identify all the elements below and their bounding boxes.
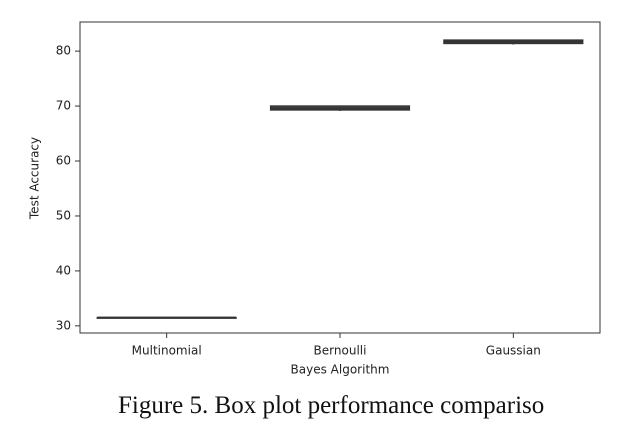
x-axis-label: Bayes Algorithm [291, 363, 390, 377]
x-tick-label: Multinomial [132, 344, 202, 358]
chart: Bayes Algorithm Test Accuracy 30 40 50 60 70… [28, 21, 601, 377]
y-tick-label: 50 [56, 208, 71, 222]
figure-caption: Figure 5. Box plot performance compariso [118, 392, 545, 419]
y-axis-label: Test Accuracy [28, 137, 42, 220]
plot-frame [79, 21, 601, 334]
y-tick-label: 30 [56, 318, 71, 332]
y-tick-label: 70 [56, 99, 71, 113]
x-tick-label: Bernoulli [314, 344, 367, 358]
y-tick-label: 80 [56, 44, 71, 58]
y-tick-label: 40 [56, 263, 71, 277]
y-tick-label: 60 [56, 154, 71, 168]
x-tick-label: Gaussian [486, 344, 541, 358]
